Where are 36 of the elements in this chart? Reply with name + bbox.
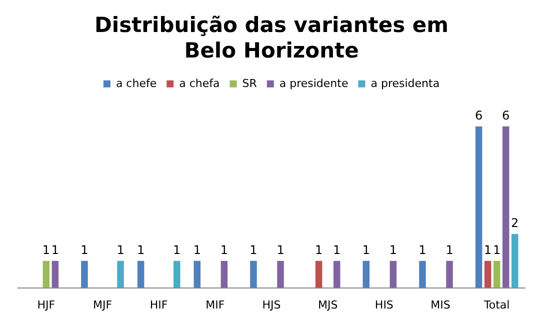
- x-tick-label: HIS: [374, 298, 394, 312]
- x-tick-label: MIF: [206, 298, 225, 312]
- data-label: 1: [250, 243, 258, 258]
- chart-title: Distribuição das variantes em Belo Horizonte: [94, 13, 449, 62]
- data-label: 1: [418, 243, 426, 258]
- data-label: 1: [116, 243, 124, 258]
- data-label: 1: [136, 243, 145, 258]
- data-label: 2: [511, 216, 519, 230]
- x-tick-label: MIS: [430, 298, 450, 312]
- data-label: 1: [80, 243, 88, 258]
- data-label: 1: [42, 243, 50, 258]
- data-label: 1: [333, 243, 341, 258]
- data-label: 1: [220, 243, 228, 258]
- data-label: 1: [51, 243, 59, 258]
- data-label: 1: [446, 243, 454, 258]
- data-label: 1: [193, 243, 201, 258]
- x-tick-label: HJS: [262, 298, 281, 312]
- data-label: 1: [276, 243, 284, 258]
- data-label: 6: [474, 108, 483, 122]
- x-tick-label: Total: [482, 298, 510, 312]
- legend-label: a chefa: [179, 76, 220, 90]
- data-label: 1: [389, 243, 397, 258]
- data-label: 1: [315, 243, 323, 258]
- x-tick-label: MJF: [92, 298, 112, 312]
- legend-label: a chefe: [116, 76, 157, 90]
- legend-label: SR: [242, 76, 258, 90]
- legend-label: a presidenta: [370, 76, 440, 90]
- x-tick-label: HIF: [150, 298, 168, 312]
- data-label: 1: [173, 243, 181, 258]
- data-label: 1: [493, 243, 501, 258]
- x-tick-label: MJS: [318, 298, 338, 312]
- data-label: 1: [362, 243, 370, 258]
- data-label: 6: [502, 108, 510, 122]
- x-tick-label: HJF: [37, 298, 56, 312]
- data-label: 1: [484, 243, 492, 258]
- legend-label: a presidente: [279, 76, 348, 90]
